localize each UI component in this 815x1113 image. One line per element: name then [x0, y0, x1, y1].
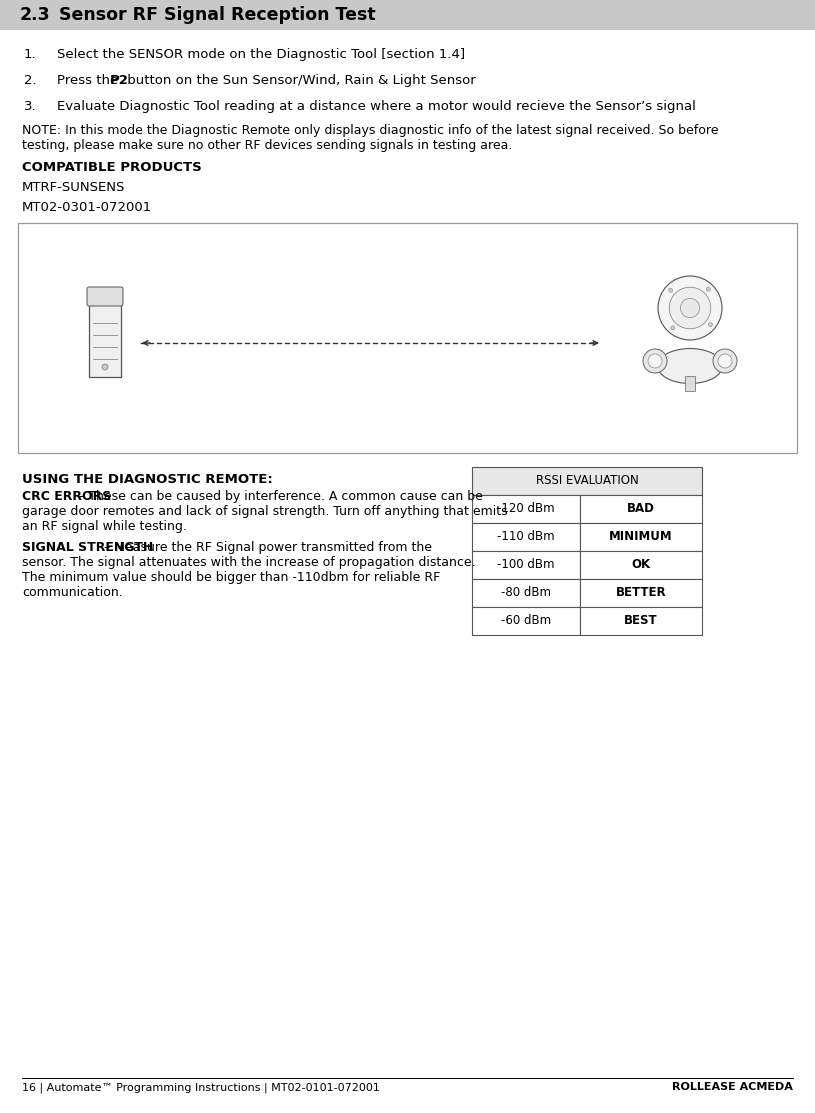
Bar [472, 523, 580, 551]
Text: MINIMUM: MINIMUM [609, 531, 673, 543]
Ellipse shape [658, 348, 723, 384]
Text: 3.: 3. [24, 100, 37, 114]
Bar [580, 579, 702, 607]
Text: BAD: BAD [627, 502, 655, 515]
Circle shape [718, 354, 732, 368]
Bar [685, 376, 695, 391]
Bar [472, 495, 580, 523]
Circle shape [648, 354, 662, 368]
Bar [472, 551, 580, 579]
Text: -80 dBm: -80 dBm [501, 587, 551, 600]
Text: ROLLEASE ACMEDA: ROLLEASE ACMEDA [672, 1082, 793, 1092]
Bar [580, 523, 702, 551]
Text: MTRF-SUNSENS: MTRF-SUNSENS [22, 181, 126, 194]
Text: NOTE: In this mode the Diagnostic Remote only displays diagnostic info of the la: NOTE: In this mode the Diagnostic Remote… [22, 124, 719, 137]
Bar [472, 467, 702, 495]
Text: an RF signal while testing.: an RF signal while testing. [22, 520, 187, 533]
Text: testing, please make sure no other RF devices sending signals in testing area.: testing, please make sure no other RF de… [22, 139, 513, 152]
FancyBboxPatch shape [87, 287, 123, 306]
Text: SIGNAL STRENGTH: SIGNAL STRENGTH [22, 541, 153, 554]
Circle shape [669, 287, 711, 328]
Text: COMPATIBLE PRODUCTS: COMPATIBLE PRODUCTS [22, 161, 202, 174]
Bar [89, 289, 121, 377]
Text: -110 dBm: -110 dBm [497, 531, 555, 543]
Text: -60 dBm: -60 dBm [501, 614, 551, 628]
Bar [0, 0, 815, 30]
Text: BETTER: BETTER [615, 587, 667, 600]
Circle shape [643, 349, 667, 373]
Circle shape [671, 326, 675, 329]
Circle shape [668, 288, 672, 293]
Bar [580, 607, 702, 636]
Text: 2.3: 2.3 [20, 6, 51, 24]
Circle shape [658, 276, 722, 339]
Text: MT02-0301-072001: MT02-0301-072001 [22, 201, 152, 214]
Text: CRC ERRORS: CRC ERRORS [22, 490, 112, 503]
Text: USING THE DIAGNOSTIC REMOTE:: USING THE DIAGNOSTIC REMOTE: [22, 473, 273, 486]
Bar [472, 607, 580, 636]
Text: – These can be caused by interference. A common cause can be: – These can be caused by interference. A… [73, 490, 482, 503]
Text: BEST: BEST [624, 614, 658, 628]
Bar [18, 223, 797, 453]
Text: 2.: 2. [24, 73, 37, 87]
Bar [472, 579, 580, 607]
Circle shape [708, 323, 712, 326]
Text: -120 dBm: -120 dBm [497, 502, 555, 515]
Text: 1.: 1. [24, 48, 37, 61]
Text: Sensor RF Signal Reception Test: Sensor RF Signal Reception Test [47, 6, 376, 24]
Text: Press the: Press the [57, 73, 122, 87]
Text: The minimum value should be bigger than -110dbm for reliable RF: The minimum value should be bigger than … [22, 571, 440, 584]
Text: 16 | Automate™ Programming Instructions | MT02-0101-072001: 16 | Automate™ Programming Instructions … [22, 1082, 380, 1093]
Circle shape [681, 298, 699, 317]
Text: button on the Sun Sensor/Wind, Rain & Light Sensor: button on the Sun Sensor/Wind, Rain & Li… [122, 73, 475, 87]
Text: Select the SENSOR mode on the Diagnostic Tool [section 1.4]: Select the SENSOR mode on the Diagnostic… [57, 48, 465, 61]
Text: OK: OK [632, 559, 650, 571]
Text: -100 dBm: -100 dBm [497, 559, 555, 571]
Text: RSSI EVALUATION: RSSI EVALUATION [535, 474, 638, 487]
Bar [580, 495, 702, 523]
Text: sensor. The signal attenuates with the increase of propagation distance.: sensor. The signal attenuates with the i… [22, 556, 476, 569]
Text: Evaluate Diagnostic Tool reading at a distance where a motor would recieve the S: Evaluate Diagnostic Tool reading at a di… [57, 100, 696, 114]
Circle shape [102, 364, 108, 370]
Bar [580, 551, 702, 579]
Text: garage door remotes and lack of signal strength. Turn off anything that emits: garage door remotes and lack of signal s… [22, 505, 508, 518]
Circle shape [707, 287, 711, 292]
Text: – Measure the RF Signal power transmitted from the: – Measure the RF Signal power transmitte… [99, 541, 432, 554]
Circle shape [713, 349, 737, 373]
Text: communication.: communication. [22, 587, 123, 599]
Text: P2: P2 [110, 73, 129, 87]
